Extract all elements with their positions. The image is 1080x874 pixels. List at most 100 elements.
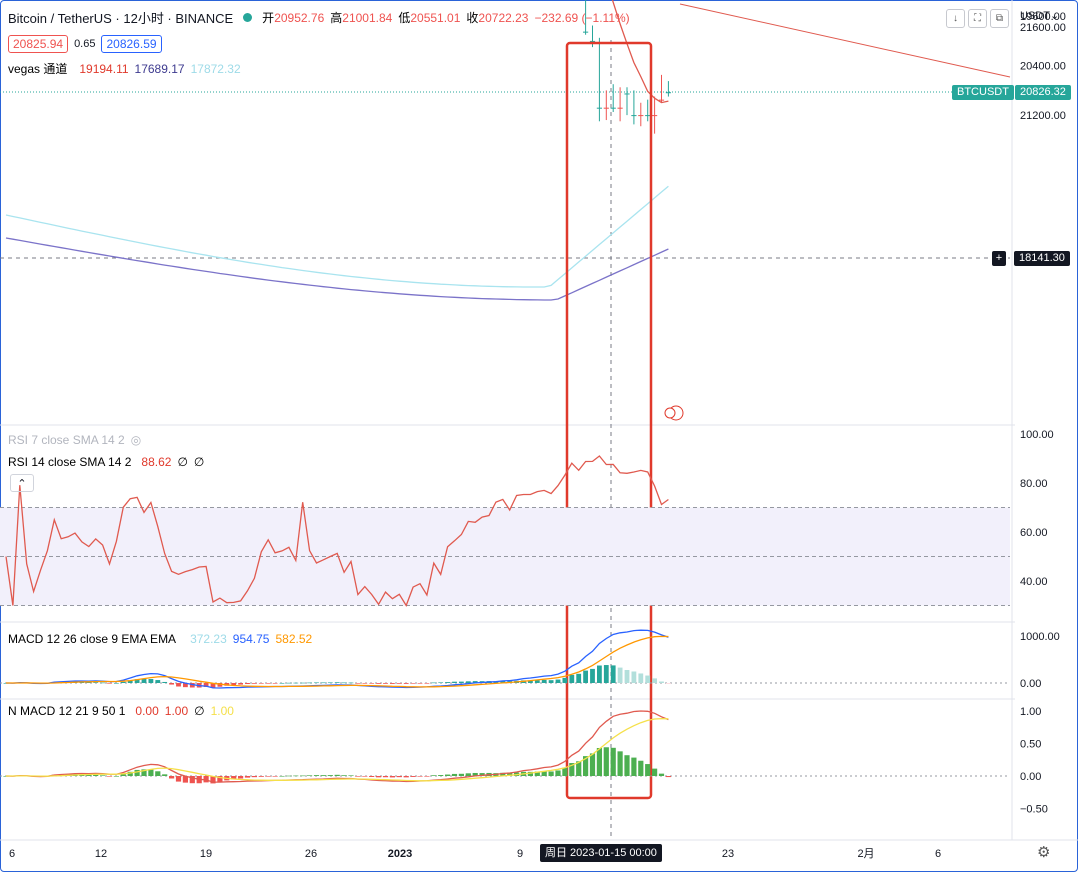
- rsi-tick-label: 40.00: [1020, 576, 1048, 588]
- rsi-tick-label: 80.00: [1020, 478, 1048, 490]
- highlight-box: [565, 41, 653, 800]
- nmacd-histogram-bar: [576, 761, 582, 776]
- nmacd-histogram-bar: [327, 775, 333, 776]
- symbol-title[interactable]: Bitcoin / TetherUS · 12小时 · BINANCE: [8, 11, 234, 26]
- collapse-button[interactable]: ⌃: [10, 474, 34, 492]
- nmacd-signal-line: [6, 717, 669, 782]
- time-tick-label: 9: [517, 848, 523, 860]
- macd-histogram-bar: [500, 681, 506, 683]
- nmacd-histogram-bar: [562, 767, 568, 776]
- nmacd-histogram-bar: [293, 775, 299, 777]
- vegas-value-2: 17689.17: [134, 61, 185, 76]
- header-row: Bitcoin / TetherUS · 12小时 · BINANCE 开 209…: [8, 8, 630, 27]
- nmacd-histogram-bar: [410, 776, 416, 777]
- nmacd-histogram-bar: [286, 775, 292, 777]
- nmacd-histogram-bar: [645, 764, 651, 776]
- nmacd-histogram-bar: [589, 753, 596, 776]
- rsi14-label[interactable]: RSI 14 close SMA 14 2: [8, 455, 132, 469]
- nmacd-histogram-bar: [507, 772, 513, 776]
- nmacd-histogram-bar: [348, 775, 354, 776]
- price-tick-label: 21200.00: [1020, 110, 1066, 122]
- nmacd-histogram-bar: [451, 773, 458, 776]
- gear-icon[interactable]: ⚙: [1037, 844, 1051, 861]
- macd-histogram-bar: [314, 682, 319, 684]
- vegas-label[interactable]: vegas 通道: [8, 62, 68, 76]
- macd-histogram-bar: [645, 675, 651, 683]
- nmacd-tick-label: 0.50: [1020, 739, 1041, 751]
- rsi7-label[interactable]: RSI 7 close SMA 14 2: [8, 433, 125, 447]
- macd-histogram-bar: [176, 683, 181, 687]
- expand-icon[interactable]: ⧉: [990, 9, 1009, 28]
- price-tick-label: 20400.00: [1020, 61, 1066, 73]
- macd-tick-label: 1000.00: [1020, 631, 1060, 643]
- nmacd-histogram-bar: [631, 757, 637, 776]
- macd-histogram-bar: [148, 679, 154, 683]
- vegas-blue-line: [5, 237, 669, 301]
- nmacd-histogram-bar: [93, 774, 99, 776]
- macd-histogram-bar: [127, 680, 133, 683]
- macd-histogram-bar: [528, 680, 533, 683]
- candle-body: [652, 115, 658, 117]
- macd-histogram-bar: [341, 682, 347, 684]
- macd-value-1: 372.23: [190, 632, 227, 646]
- macd-histogram-bar: [576, 673, 582, 683]
- nmacd-histogram-bar: [638, 760, 644, 776]
- macd-histogram-bar: [555, 679, 561, 683]
- macd-histogram-bar: [459, 681, 464, 683]
- time-tick-label: 23: [722, 848, 734, 860]
- rsi-tick-label: 60.00: [1020, 527, 1048, 539]
- hidden-eye-icon[interactable]: ◎: [130, 433, 142, 447]
- nmacd-histogram-bar: [500, 772, 506, 776]
- time-tick-label: 12: [95, 848, 107, 860]
- vegas-value-3: 17872.32: [190, 61, 241, 76]
- macd-label[interactable]: MACD 12 26 close 9 EMA EMA: [8, 632, 177, 646]
- move-down-button[interactable]: ↓: [946, 9, 965, 28]
- macd-histogram-bar: [210, 683, 216, 688]
- nmacd-histogram-bar: [389, 776, 395, 778]
- nmacd-histogram-bar: [162, 774, 168, 776]
- vegas-value-1: 19194.11: [79, 61, 129, 76]
- candle-body: [638, 115, 644, 117]
- macd-histogram-bar: [403, 683, 409, 684]
- nmacd-histogram-bar: [617, 751, 623, 776]
- open-value: 20952.76: [274, 10, 325, 25]
- macd-histogram-bar: [286, 682, 292, 684]
- macd-histogram-bar: [279, 682, 285, 684]
- nmacd-line: [5, 710, 669, 783]
- nmacd-histogram-bar: [417, 776, 423, 777]
- fullscreen-icon[interactable]: ⛶: [968, 9, 987, 28]
- bid-button[interactable]: 20825.94: [8, 35, 69, 53]
- nmacd-histogram-bar: [300, 775, 306, 777]
- nmacd-histogram-bar: [658, 773, 665, 776]
- nmacd-histogram-bar: [169, 776, 175, 779]
- currency-selector[interactable]: USDT⌄: [1020, 9, 1059, 22]
- nmacd-label[interactable]: N MACD 12 21 9 50 1: [8, 704, 126, 718]
- nmacd-tick-label: 1.00: [1020, 706, 1041, 718]
- nmacd-histogram-bar: [396, 776, 402, 778]
- macd-histogram-bar: [541, 679, 547, 683]
- signal-line: [6, 635, 669, 688]
- nmacd-value-1: 0.00: [135, 704, 159, 718]
- nmacd-histogram-bar: [583, 756, 589, 776]
- open-label: 开: [262, 11, 275, 25]
- macd-histogram-bar: [258, 683, 264, 684]
- high-value: 21001.84: [342, 10, 393, 25]
- ask-button[interactable]: 20826.59: [101, 35, 162, 53]
- nmacd-histogram-bar: [334, 774, 340, 776]
- nmacd-histogram-bar: [217, 776, 223, 782]
- macd-value-2: 954.75: [232, 632, 270, 646]
- macd-histogram-bar: [355, 683, 361, 684]
- nmacd-histogram-bar: [203, 776, 209, 783]
- nmacd-histogram-bar: [555, 770, 561, 776]
- macd-histogram-bar: [438, 682, 444, 683]
- macd-histogram-bar: [666, 683, 671, 684]
- vegas-legend: vegas 通道 19194.11 17689.17 17872.32: [8, 60, 241, 77]
- macd-histogram-bar: [321, 682, 326, 684]
- macd-histogram-bar: [114, 682, 119, 684]
- nmacd-value-3: ∅: [194, 704, 205, 718]
- nmacd-histogram-bar: [610, 747, 616, 776]
- nmacd-histogram-bar: [541, 771, 547, 776]
- add-alert-icon[interactable]: +: [992, 251, 1006, 266]
- nmacd-histogram-bar: [313, 775, 320, 776]
